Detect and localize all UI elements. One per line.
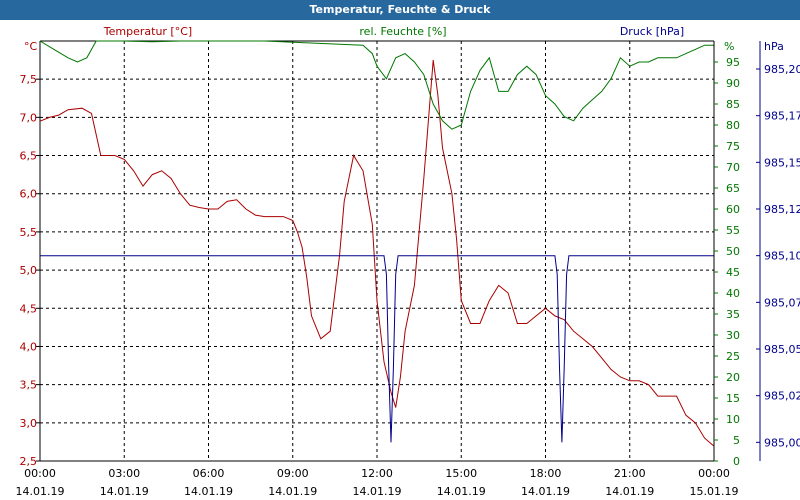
x-tick-time: 06:00 (193, 467, 225, 480)
temperature-tick-label: 4,0 (20, 340, 38, 353)
humidity-tick-label: 10 (726, 413, 740, 426)
humidity-tick-label: 0 (733, 455, 740, 468)
x-tick-time: 12:00 (361, 467, 393, 480)
humidity-tick-label: 15 (726, 392, 740, 405)
x-tick-date: 14.01.19 (521, 485, 570, 498)
pressure-series-line (40, 255, 714, 443)
pressure-tick-label: 985,05 (764, 343, 800, 356)
humidity-tick-label: 5 (733, 434, 740, 447)
chart: Temperatur [°C] rel. Feuchte [%] Druck [… (16, 25, 800, 498)
x-tick-date: 14.01.19 (184, 485, 233, 498)
x-tick-date: 14.01.19 (268, 485, 317, 498)
humidity-tick-label: 50 (726, 245, 740, 258)
x-tick-time: 03:00 (108, 467, 140, 480)
temperature-tick-label: 7,5 (20, 73, 38, 86)
x-tick-time: 15:00 (445, 467, 477, 480)
humidity-tick-label: 25 (726, 350, 740, 363)
temperature-tick-label: 6,0 (20, 188, 38, 201)
x-tick-time: 00:00 (24, 467, 56, 480)
humidity-tick-label: 30 (726, 329, 740, 342)
humidity-tick-label: 80 (726, 119, 740, 132)
x-tick-date: 14.01.19 (100, 485, 149, 498)
pressure-tick-label: 985,17 (764, 110, 800, 123)
grid (36, 41, 760, 462)
temperature-unit: °C (24, 40, 38, 53)
humidity-tick-label: 65 (726, 182, 740, 195)
humidity-tick-label: 40 (726, 287, 740, 300)
pressure-tick-label: 985,02 (764, 390, 800, 403)
pressure-unit: hPa (764, 40, 784, 53)
temperature-series-line (39, 60, 714, 447)
humidity-tick-label: 45 (726, 266, 740, 279)
temperature-tick-label: 2,5 (20, 455, 38, 468)
humidity-tick-label: 55 (726, 224, 740, 237)
pressure-tick-label: 985,00 (764, 436, 800, 449)
pressure-tick-label: 985,10 (764, 250, 800, 263)
humidity-tick-label: 20 (726, 371, 740, 384)
humidity-tick-label: 35 (726, 308, 740, 321)
temperature-tick-label: 6,5 (20, 150, 38, 163)
series-layer (39, 40, 714, 447)
plot-frame (39, 40, 761, 462)
humidity-tick-label: 75 (726, 140, 740, 153)
x-tick-time: 09:00 (277, 467, 309, 480)
humidity-unit: % (724, 40, 734, 53)
humidity-tick-label: 70 (726, 161, 740, 174)
x-tick-date: 14.01.19 (437, 485, 486, 498)
pressure-tick-label: 985,20 (764, 63, 800, 76)
humidity-tick-label: 60 (726, 203, 740, 216)
x-tick-date: 14.01.19 (353, 485, 402, 498)
x-tick-date: 14.01.19 (605, 485, 654, 498)
temperature-tick-label: 5,5 (20, 226, 38, 239)
pressure-axis-label: Druck [hPa] (620, 25, 684, 38)
temperature-tick-label: 4,5 (20, 302, 38, 315)
pressure-tick-label: 985,12 (764, 203, 800, 216)
temperature-tick-label: 3,5 (20, 379, 38, 392)
x-tick-time: 18:00 (530, 467, 562, 480)
pressure-tick-label: 985,07 (764, 296, 800, 309)
temperature-tick-label: 5,0 (20, 264, 38, 277)
window-title: Temperatur, Feuchte & Druck (0, 0, 800, 20)
temperature-tick-label: 3,0 (20, 417, 38, 430)
x-tick-time: 00:00 (698, 467, 730, 480)
temperature-tick-label: 7,0 (20, 111, 38, 124)
humidity-series-line (39, 40, 714, 130)
humidity-tick-label: 85 (726, 98, 740, 111)
pressure-tick-label: 985,15 (764, 156, 800, 169)
humidity-tick-label: 90 (726, 77, 740, 90)
x-tick-time: 21:00 (614, 467, 646, 480)
x-tick-date: 15.01.19 (690, 485, 739, 498)
humidity-axis-label: rel. Feuchte [%] (359, 25, 446, 38)
temperature-axis-label: Temperatur [°C] (103, 25, 192, 38)
x-tick-date: 14.01.19 (16, 485, 65, 498)
labels-layer: Temperatur [°C] rel. Feuchte [%] Druck [… (16, 25, 800, 498)
humidity-tick-label: 95 (726, 56, 740, 69)
